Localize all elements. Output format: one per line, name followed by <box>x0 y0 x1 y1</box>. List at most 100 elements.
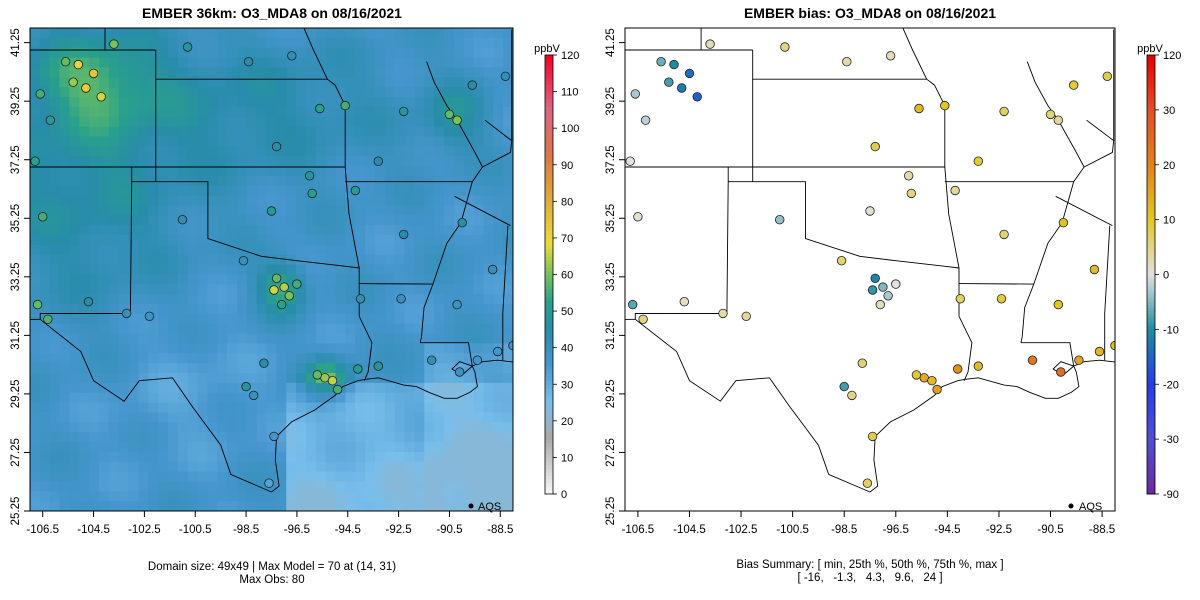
heatmap-cell <box>355 481 366 492</box>
heatmap-cell <box>158 264 169 276</box>
colorbar-segment <box>1147 153 1155 158</box>
colorbar-segment <box>1147 288 1155 292</box>
heatmap-cell <box>207 461 218 473</box>
heatmap-cell <box>266 67 278 78</box>
heatmap-cell <box>99 126 110 138</box>
colorbar-segment <box>1147 255 1155 259</box>
heatmap-cell <box>30 175 41 187</box>
heatmap-cell <box>453 313 465 325</box>
bias-marker <box>839 381 849 392</box>
heatmap-cell <box>463 491 475 502</box>
heatmap-cell <box>217 97 228 108</box>
heatmap-cell <box>463 205 475 216</box>
heatmap-cell <box>394 333 406 345</box>
heatmap-cell <box>177 481 189 492</box>
colorbar-segment <box>1147 397 1155 402</box>
heatmap-cell <box>197 175 209 187</box>
heatmap-cell <box>108 363 120 374</box>
heatmap-cell <box>256 235 268 246</box>
heatmap-cell <box>325 205 337 216</box>
heatmap-cell <box>315 501 327 511</box>
heatmap-cell <box>266 77 278 88</box>
heatmap-cell <box>463 57 475 69</box>
heatmap-cell <box>39 28 51 39</box>
heatmap-cell <box>89 244 100 256</box>
heatmap-cell <box>59 451 71 463</box>
colorbar-segment <box>545 204 553 210</box>
colorbar-segment <box>1147 214 1155 218</box>
heatmap-cell <box>187 392 199 404</box>
colorbar-segment <box>545 490 553 495</box>
heatmap-cell <box>158 166 169 177</box>
heatmap-cell <box>79 432 90 443</box>
heatmap-cell <box>286 235 297 246</box>
heatmap-cell <box>414 363 425 374</box>
station-marker <box>284 291 295 301</box>
heatmap-cell <box>286 501 297 511</box>
bias-marker <box>679 297 690 307</box>
heatmap-cell <box>138 195 149 207</box>
heatmap-cell <box>246 343 258 354</box>
heatmap-cell <box>69 451 80 463</box>
heatmap-cell <box>227 481 238 492</box>
heatmap-cell <box>483 136 494 147</box>
heatmap-cell <box>325 294 337 305</box>
heatmap-cell <box>108 57 120 69</box>
heatmap-cell <box>493 254 504 266</box>
heatmap-cell <box>414 481 425 492</box>
heatmap-cell <box>355 136 366 147</box>
heatmap-cell <box>434 215 445 226</box>
heatmap-cell <box>444 47 455 59</box>
station-marker <box>355 294 366 304</box>
heatmap-cell <box>424 244 435 256</box>
heatmap-cell <box>108 343 120 354</box>
colorbar-segment <box>1147 370 1155 374</box>
heatmap-cell <box>276 343 287 354</box>
heatmap-cell <box>483 323 494 335</box>
heatmap-cell <box>463 215 475 226</box>
colorbar-segment <box>1147 384 1155 388</box>
heatmap-cell <box>493 501 504 511</box>
colorbar-segment <box>545 76 553 82</box>
heatmap-cell <box>503 244 513 256</box>
x-tick-label: -88.5 <box>487 524 513 536</box>
bias-marker <box>705 39 715 49</box>
heatmap-cell <box>453 185 465 197</box>
heatmap-cell <box>365 146 376 157</box>
colorbar-tick-label: 60 <box>561 270 573 282</box>
heatmap-cell <box>315 343 327 354</box>
heatmap-cell <box>246 491 258 502</box>
colorbar-segment <box>1147 216 1155 221</box>
heatmap-cell <box>207 432 218 443</box>
heatmap-cell <box>118 106 130 118</box>
heatmap-cell <box>177 284 189 295</box>
heatmap-cell <box>148 382 159 394</box>
heatmap-cell <box>138 264 149 276</box>
state-border-line <box>1083 119 1115 168</box>
bias-marker <box>628 299 638 310</box>
colorbar-segment <box>545 380 553 385</box>
heatmap-cell <box>444 57 455 69</box>
heatmap-cell <box>473 422 485 433</box>
heatmap-cell <box>404 412 416 423</box>
heatmap-cell <box>39 175 51 187</box>
heatmap-cell <box>266 156 278 167</box>
heatmap-cell <box>128 353 140 364</box>
colorbar-segment <box>1147 118 1155 122</box>
y-tick-label: 35.25 <box>10 204 22 233</box>
heatmap-cell <box>315 422 327 433</box>
heatmap-cell <box>503 205 513 216</box>
heatmap-cell <box>463 392 475 404</box>
heatmap-cell <box>434 373 445 384</box>
heatmap-cell <box>473 156 485 167</box>
right-chart-title: EMBER bias: O3_MDA8 on 08/16/2021 <box>744 5 996 21</box>
colorbar-segment <box>545 281 553 286</box>
heatmap-cell <box>108 146 120 157</box>
heatmap-cell <box>266 471 278 483</box>
heatmap-cell <box>355 215 366 226</box>
heatmap-cell <box>276 166 287 177</box>
heatmap-cell <box>503 225 513 236</box>
x-tick-label: -96.5 <box>883 524 909 536</box>
heatmap-cell <box>39 106 51 118</box>
heatmap-cell <box>424 343 435 354</box>
